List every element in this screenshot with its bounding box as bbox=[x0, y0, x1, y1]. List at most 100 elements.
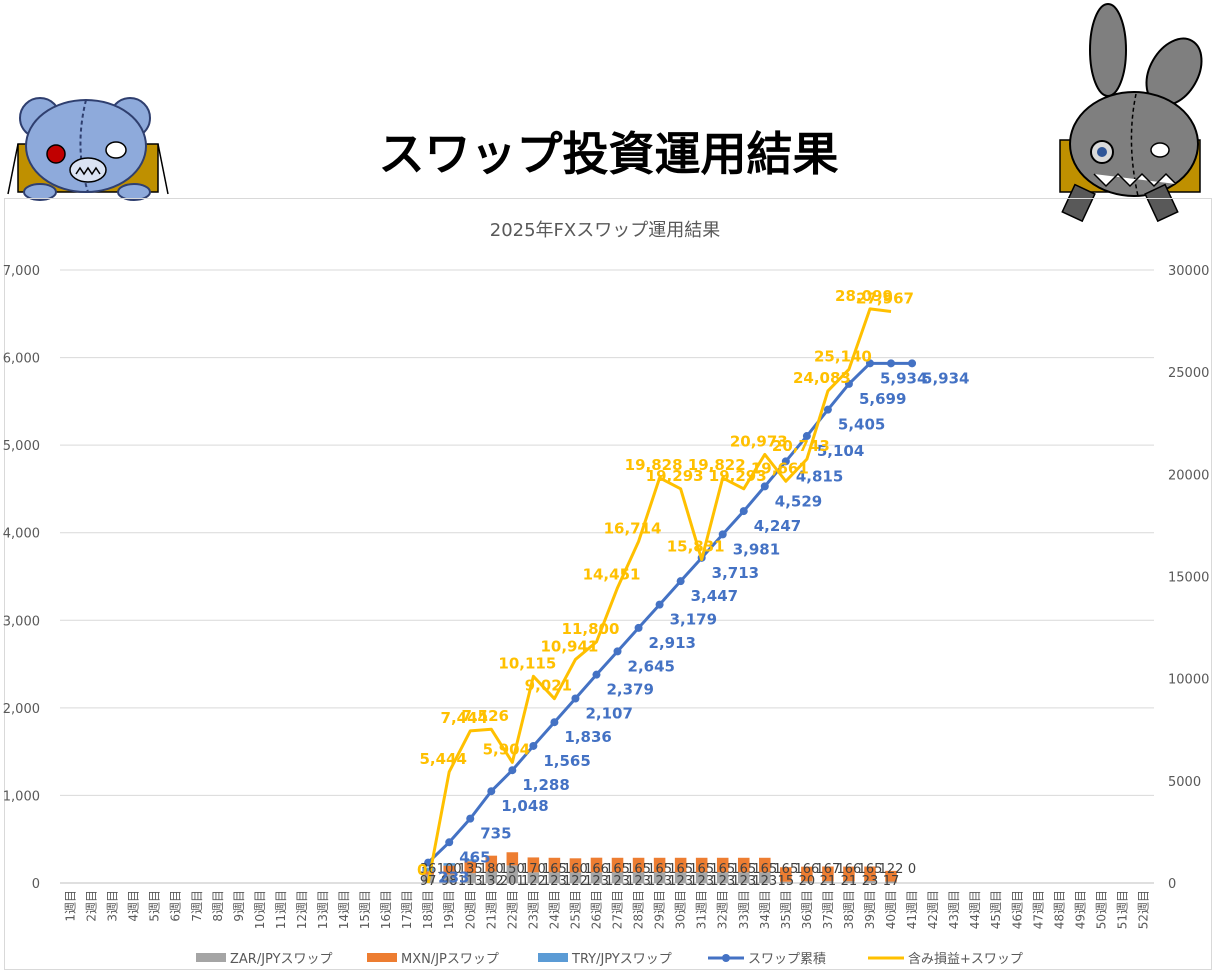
bar-data-label-zar: 123 bbox=[584, 874, 609, 889]
data-label-cumulative-swap: 1,048 bbox=[501, 797, 548, 815]
bar-data-label-mxn: 165 bbox=[647, 862, 672, 877]
data-label-unrealized-plus-swap: 19,828 bbox=[625, 456, 683, 474]
bar-data-label-zar: 123 bbox=[710, 874, 735, 889]
bar-mxn bbox=[569, 858, 582, 873]
data-label-cumulative-swap: 3,179 bbox=[670, 611, 717, 629]
marker-cumulative-swap bbox=[550, 718, 559, 727]
x-tick-label: 8週目 bbox=[211, 890, 225, 922]
x-tick-label: 13週目 bbox=[316, 890, 330, 929]
x-tick-label: 26週目 bbox=[589, 890, 603, 929]
bar-zar bbox=[737, 872, 750, 883]
x-tick-label: 28週目 bbox=[632, 890, 646, 929]
data-label-unrealized-plus-swap: 0 bbox=[417, 861, 427, 879]
x-tick-label: 30週目 bbox=[674, 890, 688, 929]
bar-data-label-zar: 123 bbox=[605, 874, 630, 889]
marker-cumulative-swap bbox=[466, 814, 475, 823]
bar-data-label-zar: 123 bbox=[752, 874, 777, 889]
x-tick-label: 24週目 bbox=[547, 890, 561, 929]
bar-data-label-zar: 132 bbox=[479, 874, 504, 889]
x-tick-label: 32週目 bbox=[716, 890, 730, 929]
bar-zar bbox=[590, 872, 603, 883]
data-label-cumulative-swap: 3,447 bbox=[691, 587, 738, 605]
x-tick-label: 41週目 bbox=[905, 890, 919, 929]
x-tick-label: 18週目 bbox=[421, 890, 435, 929]
data-label-unrealized-plus-swap: 28,099 bbox=[835, 287, 893, 305]
data-label-cumulative-swap: 2,913 bbox=[649, 634, 696, 652]
y-left-tick-label: 6,000 bbox=[3, 352, 40, 367]
marker-cumulative-swap bbox=[739, 507, 748, 516]
x-tick-label: 10週目 bbox=[253, 890, 267, 929]
x-tick-label: 15週目 bbox=[358, 890, 372, 929]
marker-cumulative-swap bbox=[613, 647, 622, 656]
bar-mxn bbox=[864, 866, 876, 881]
x-tick-label: 2週目 bbox=[85, 890, 99, 922]
bar-mxn bbox=[506, 852, 519, 866]
bar-mxn bbox=[464, 861, 477, 874]
page-title: スワップ投資運用結果 bbox=[378, 127, 839, 181]
bar-data-label-mxn: 0 bbox=[908, 862, 916, 877]
data-label-cumulative-swap: 5,699 bbox=[859, 390, 906, 408]
data-label-cumulative-swap: 4,815 bbox=[796, 467, 843, 485]
bar-data-label-mxn: 165 bbox=[626, 862, 651, 877]
bar-zar bbox=[695, 872, 708, 883]
bar-mxn bbox=[443, 865, 455, 875]
bar-data-label-mxn: 100 bbox=[437, 862, 462, 877]
data-label-unrealized-plus-swap: 16,714 bbox=[604, 519, 662, 537]
marker-cumulative-swap bbox=[908, 359, 917, 368]
data-label-cumulative-swap: 1,836 bbox=[564, 728, 611, 746]
bar-try bbox=[464, 859, 477, 862]
x-tick-label: 48週目 bbox=[1052, 890, 1066, 929]
x-tick-label: 37週目 bbox=[821, 890, 835, 929]
y-right-tick-label: 5000 bbox=[1168, 775, 1201, 790]
legend-swatch bbox=[538, 953, 568, 962]
bar-data-label-mxn: 160 bbox=[563, 862, 588, 877]
bar-zar bbox=[759, 872, 771, 883]
marker-cumulative-swap bbox=[865, 359, 874, 368]
x-tick-label: 20週目 bbox=[463, 890, 477, 929]
y-right-tick-label: 30000 bbox=[1168, 264, 1209, 279]
y-right-tick-label: 10000 bbox=[1168, 673, 1209, 688]
bar-zar bbox=[822, 881, 834, 883]
y-left-tick-label: 5,000 bbox=[3, 439, 40, 454]
bar-data-label-mxn: 165 bbox=[858, 862, 883, 877]
bar-data-label-mxn: 167 bbox=[815, 862, 840, 877]
x-tick-label: 36週目 bbox=[800, 890, 814, 929]
bar-data-label-zar: 201 bbox=[500, 874, 525, 889]
bar-data-label-mxn: 165 bbox=[710, 862, 735, 877]
bar-data-label-mxn: 165 bbox=[689, 862, 714, 877]
data-label-unrealized-plus-swap: 10,115 bbox=[498, 654, 556, 672]
x-tick-label: 23週目 bbox=[526, 890, 540, 929]
bar-mxn bbox=[653, 857, 666, 873]
data-label-unrealized-plus-swap: 5,904 bbox=[483, 740, 530, 758]
marker-cumulative-swap bbox=[802, 432, 811, 441]
y-left-tick-label: 7,000 bbox=[3, 264, 40, 279]
marker-cumulative-swap bbox=[508, 766, 517, 775]
bar-mxn bbox=[885, 870, 897, 882]
bar-mxn bbox=[590, 857, 603, 873]
data-label-unrealized-plus-swap: 24,083 bbox=[793, 369, 851, 387]
bar-mxn bbox=[632, 857, 645, 873]
x-tick-label: 5週目 bbox=[148, 890, 162, 922]
x-tick-label: 46週目 bbox=[1010, 890, 1024, 929]
bar-data-label-mxn: 170 bbox=[521, 862, 546, 877]
data-label-cumulative-swap: 2,379 bbox=[606, 681, 653, 699]
marker-cumulative-swap bbox=[655, 600, 664, 609]
bar-data-label-mxn: 122 bbox=[879, 862, 904, 877]
marker-cumulative-swap bbox=[844, 379, 853, 388]
x-tick-label: 35週目 bbox=[779, 890, 793, 929]
marker-cumulative-swap bbox=[592, 670, 601, 679]
marker-cumulative-swap bbox=[529, 741, 538, 750]
bar-zar bbox=[780, 881, 792, 883]
legend-label: 含み損益+スワップ bbox=[908, 951, 1023, 967]
bar-zar bbox=[443, 874, 455, 883]
chart-frame bbox=[4, 198, 1212, 970]
y-left-tick-label: 0 bbox=[32, 877, 40, 892]
bar-mxn bbox=[422, 871, 434, 875]
x-tick-label: 11週目 bbox=[274, 890, 288, 929]
bar-mxn bbox=[801, 866, 813, 882]
bar-data-label-zar: 21 bbox=[820, 874, 837, 889]
data-label-cumulative-swap: 1,565 bbox=[543, 752, 590, 770]
y-left-tick-label: 4,000 bbox=[3, 527, 40, 542]
data-label-cumulative-swap: 2,107 bbox=[585, 704, 632, 722]
